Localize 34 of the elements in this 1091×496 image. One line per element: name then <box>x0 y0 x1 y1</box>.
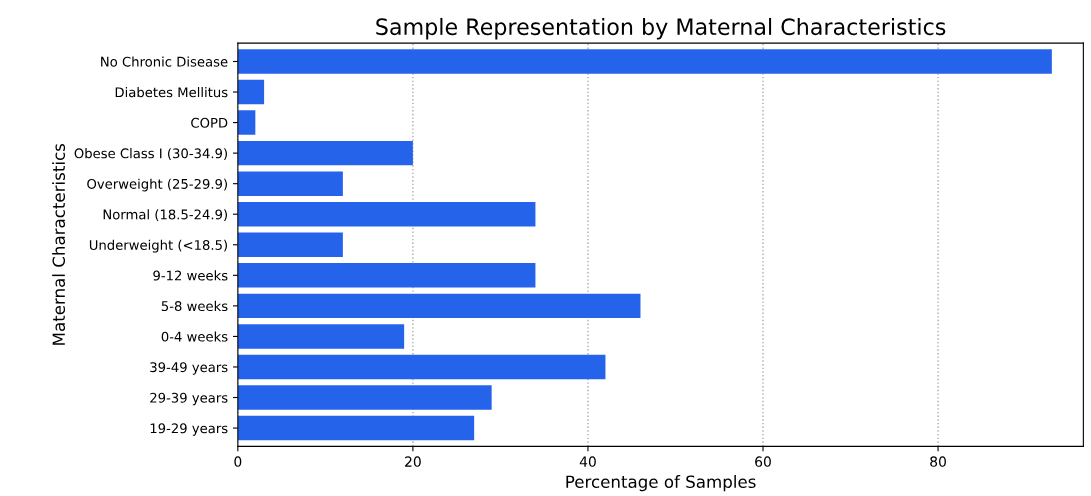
y-tick-label: 19-29 years <box>150 423 228 436</box>
y-tick-label: 0-4 weeks <box>161 331 228 342</box>
y-tick-label: No Chronic Disease <box>101 56 228 67</box>
y-tick-label: COPD <box>191 117 228 128</box>
x-tick-label: 20 <box>405 456 421 467</box>
chart-title: Sample Representation by Maternal Characteristics <box>376 17 946 40</box>
bar <box>237 354 606 380</box>
y-tick-label: Obese Class I (30-34.9) <box>74 148 227 160</box>
bar <box>237 110 256 135</box>
bar <box>237 49 1052 74</box>
bar <box>237 263 536 288</box>
y-tick-label: Overweight (25-29.9) <box>87 178 227 192</box>
bar <box>237 385 492 410</box>
bar <box>237 293 641 319</box>
y-tick-label: 5-8 weeks <box>161 300 228 312</box>
y-tick-label: 29-39 years <box>150 392 228 406</box>
bar <box>237 171 343 196</box>
x-tick-label: 60 <box>755 456 771 467</box>
bar <box>237 324 405 349</box>
bar <box>237 415 475 441</box>
bar <box>237 140 413 166</box>
y-tick-label: Diabetes Mellitus <box>115 87 228 98</box>
x-axis-title: Percentage of Samples <box>566 475 756 492</box>
y-tick-label: 9-12 weeks <box>153 270 228 281</box>
x-tick-label: 0 <box>234 456 242 467</box>
bar <box>237 202 536 227</box>
bar <box>237 232 343 257</box>
y-tick-label: Normal (18.5-24.9) <box>103 209 227 221</box>
bar <box>237 79 265 105</box>
y-axis-title: Maternal Characteristics <box>52 143 66 345</box>
x-tick-label: 40 <box>579 456 596 467</box>
y-tick-label: Underweight (<18.5) <box>89 239 227 253</box>
y-tick-label: 39-49 years <box>150 362 228 375</box>
x-tick-label: 80 <box>930 456 946 467</box>
